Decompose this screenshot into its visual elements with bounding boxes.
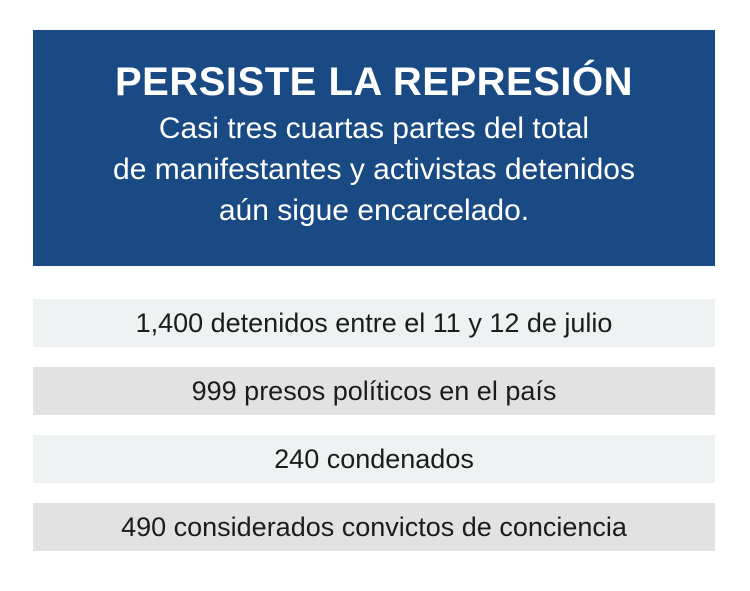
stat-row: 240 condenados xyxy=(33,435,715,483)
stats-list: 1,400 detenidos entre el 11 y 12 de juli… xyxy=(33,299,715,571)
subtitle-line: Casi tres cuartas partes del total xyxy=(158,112,590,145)
subtitle-line: aún sigue encarcelado. xyxy=(218,194,530,227)
stat-text: 1,400 detenidos entre el 11 y 12 de juli… xyxy=(135,307,613,338)
stat-text: 490 considerados convictos de conciencia xyxy=(121,511,627,542)
page-title: PERSISTE LA REPRESIÓN xyxy=(115,60,633,104)
stat-text: 999 presos políticos en el país xyxy=(191,375,557,406)
header-banner: PERSISTE LA REPRESIÓN Casi tres cuartas … xyxy=(33,30,715,266)
subtitle: Casi tres cuartas partes del total de ma… xyxy=(74,108,674,231)
stat-row: 490 considerados convictos de conciencia xyxy=(33,503,715,551)
stat-row: 1,400 detenidos entre el 11 y 12 de juli… xyxy=(33,299,715,347)
stat-text: 240 condenados xyxy=(274,443,474,474)
subtitle-line: de manifestantes y activistas detenidos xyxy=(113,153,635,186)
stat-row: 999 presos políticos en el país xyxy=(33,367,715,415)
